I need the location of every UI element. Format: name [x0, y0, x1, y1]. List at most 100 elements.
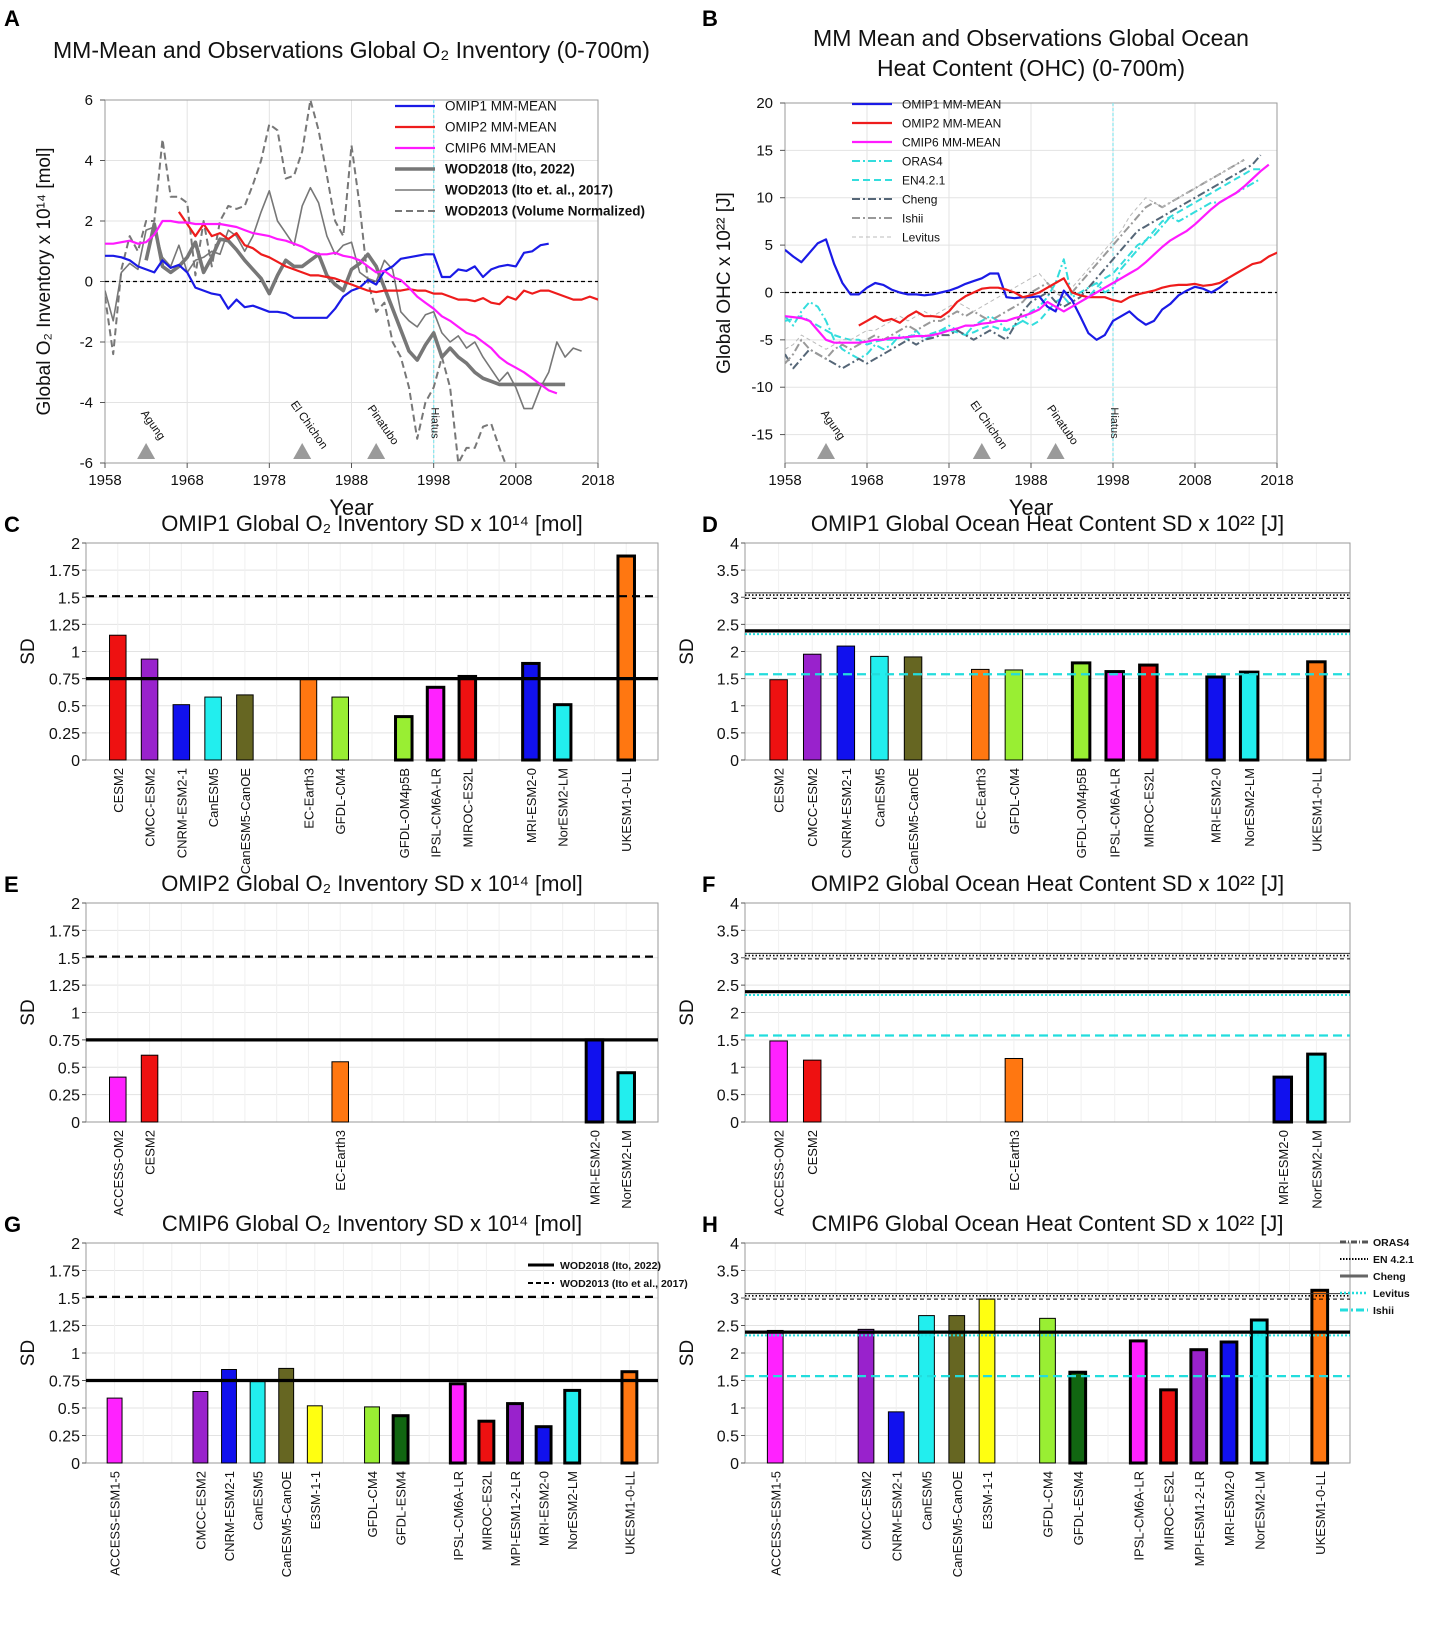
y-tick-label: 1.75: [49, 563, 80, 580]
legend-entry: EN 4.2.1: [1373, 1254, 1414, 1266]
bar: [887, 1411, 905, 1464]
x-category-label: E3SM-1-1: [980, 1471, 995, 1530]
x-category-label: UKESM1-0-LL: [622, 1471, 637, 1555]
x-category-label: CanESM5-CanOE: [950, 1471, 965, 1578]
bar: [477, 1419, 496, 1465]
y-tick-label: 0.5: [717, 1088, 739, 1105]
y-tick-label: 0.25: [49, 726, 80, 743]
bar: [394, 715, 414, 762]
x-tick-label: 2018: [1260, 472, 1293, 489]
x-category-label: IPSL-CM6A-LR: [1131, 1471, 1146, 1561]
line-chart-panel-a: MM-Mean and Observations Global O₂ Inven…: [34, 37, 650, 520]
legend-entry: CMIP6 MM-MEAN: [902, 136, 1001, 150]
legend-entry: WOD2018 (Ito, 2022): [445, 162, 575, 177]
y-tick-label: 15: [756, 142, 773, 159]
y-tick-label: 5: [765, 237, 773, 254]
legend-entry: OMIP2 MM-MEAN: [902, 117, 1001, 131]
bar: [616, 554, 636, 762]
bar: [457, 674, 478, 762]
bar: [769, 679, 788, 761]
x-category-label: CanESM5: [920, 1471, 935, 1530]
bar: [1238, 670, 1260, 762]
y-tick-label: 2: [730, 645, 739, 662]
volcano-marker: [137, 443, 156, 459]
y-tick-label: 1.5: [58, 1291, 80, 1308]
x-category-label: GFDL-OM4p5B: [1074, 768, 1089, 858]
volcano-label: Agung: [818, 408, 847, 442]
legend-entry: WOD2013 (Ito et al., 2017): [560, 1278, 688, 1290]
bar: [563, 1388, 582, 1465]
x-axis-label: Year: [1009, 495, 1053, 520]
legend-entry: OMIP2 MM-MEAN: [445, 120, 557, 135]
bar: [221, 1369, 237, 1464]
panel-letter-c: C: [4, 512, 20, 537]
bar-chart-panel-d: OMIP1 Global Ocean Heat Content SD x 10²…: [677, 511, 1351, 875]
x-category-label: MIROC-ES2L: [479, 1471, 494, 1550]
legend-entry: OMIP1 MM-MEAN: [902, 98, 1001, 112]
chart-title: OMIP1 Global O₂ Inventory SD x 10¹⁴ [mol…: [161, 511, 582, 536]
x-category-label: UKESM1-0-LL: [619, 768, 634, 852]
legend-entry: WOD2013 (Ito et. al., 2017): [445, 183, 613, 198]
bar: [1205, 675, 1226, 762]
x-category-label: MRI-ESM2-0: [524, 768, 539, 843]
x-category-label: CanESM5-CanOE: [906, 768, 921, 875]
x-tick-label: 1998: [1096, 472, 1129, 489]
y-tick-label: 1.25: [49, 1319, 80, 1336]
x-category-label: MRI-ESM2-0: [537, 1471, 552, 1546]
series-line: [785, 154, 1262, 370]
legend-entry: Cheng: [1373, 1271, 1406, 1283]
x-category-label: CNRM-ESM2-1: [839, 768, 854, 858]
x-category-label: CESM2: [805, 1130, 820, 1175]
x-category-label: UKESM1-0-LL: [1313, 1471, 1328, 1555]
bar: [620, 1370, 639, 1465]
x-category-label: ACCESS-ESM1-5: [768, 1471, 783, 1576]
x-tick-label: 1968: [850, 472, 883, 489]
y-axis-label: SD: [677, 638, 698, 664]
x-category-label: EC-Earth3: [973, 768, 988, 829]
y-axis-label: SD: [18, 999, 39, 1025]
bar-chart-panel-f: OMIP2 Global Ocean Heat Content SD x 10²…: [677, 871, 1351, 1216]
bar: [140, 1054, 159, 1123]
x-category-label: IPSL-CM6A-LR: [429, 768, 444, 858]
bar: [172, 704, 191, 761]
x-category-label: CNRM-ESM2-1: [222, 1471, 237, 1561]
y-tick-label: 2: [85, 213, 93, 230]
bar: [769, 1040, 788, 1123]
bar: [1159, 1388, 1178, 1465]
y-tick-label: 2.5: [717, 617, 739, 634]
volcano-marker: [367, 443, 386, 459]
y-tick-label: 1.75: [49, 1264, 80, 1281]
hiatus-label: Hiatus: [429, 407, 441, 439]
series-line: [177, 211, 598, 306]
y-tick-label: 1.25: [49, 617, 80, 634]
y-tick-label: 2: [71, 1236, 80, 1253]
panel-letter-g: G: [4, 1212, 21, 1237]
chart-title-line: Heat Content (OHC) (0-700m): [877, 55, 1185, 81]
bar: [249, 1381, 266, 1464]
x-category-label: NorESM2-LM: [556, 768, 571, 847]
chart-title: MM-Mean and Observations Global O₂ Inven…: [53, 37, 650, 63]
x-category-label: CESM2: [111, 768, 126, 813]
y-tick-label: 4: [730, 536, 739, 553]
bar: [1249, 1318, 1269, 1465]
chart-title: OMIP2 Global O₂ Inventory SD x 10¹⁴ [mol…: [161, 871, 582, 896]
legend-entry: CMIP6 MM-MEAN: [445, 141, 556, 156]
y-tick-label: 0.75: [49, 1374, 80, 1391]
y-tick-label: 6: [85, 92, 93, 109]
x-category-label: IPSL-CM6A-LR: [1108, 768, 1123, 858]
bar: [1104, 670, 1125, 762]
legend-entry: Ishii: [902, 212, 923, 226]
y-tick-label: 0: [71, 1115, 80, 1132]
chart-legend: ORAS4 EN 4.2.1 Cheng Levitus Ishii: [1340, 1237, 1414, 1317]
y-tick-label: -15: [751, 427, 773, 444]
panel-letter-b: B: [702, 6, 718, 31]
panel-letter-a: A: [4, 6, 20, 31]
y-tick-label: 0.75: [49, 672, 80, 689]
bar: [106, 1397, 123, 1464]
x-category-label: EC-Earth3: [333, 1130, 348, 1191]
bar: [534, 1425, 553, 1465]
chart-title-line: MM Mean and Observations Global Ocean: [813, 25, 1249, 51]
bar: [1306, 660, 1327, 762]
x-category-label: NorESM2-LM: [1252, 1471, 1267, 1550]
